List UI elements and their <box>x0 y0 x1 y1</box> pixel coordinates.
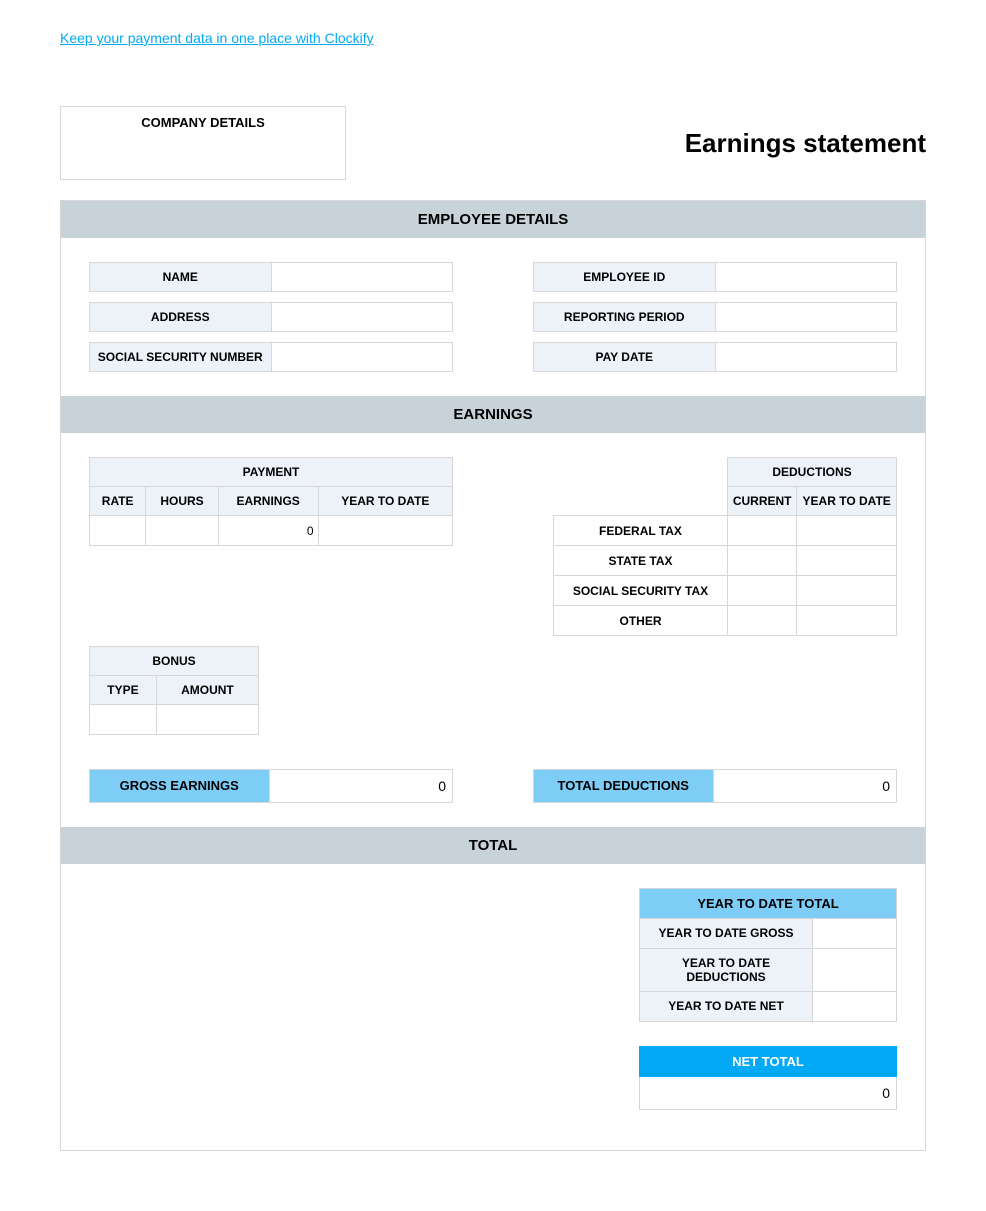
payment-super-header: PAYMENT <box>90 458 453 487</box>
bonus-row <box>90 705 259 735</box>
deductions-column: DEDUCTIONS CURRENT YEAR TO DATE FEDERAL … <box>533 457 897 636</box>
deduction-ss-ytd[interactable] <box>797 576 897 606</box>
field-name: NAME <box>89 262 453 292</box>
value-pay-date[interactable] <box>716 342 898 372</box>
deductions-col-current: CURRENT <box>728 487 797 516</box>
net-total-header: NET TOTAL <box>639 1046 897 1077</box>
bonus-col-amount: AMOUNT <box>156 676 258 705</box>
payment-cell-ytd[interactable] <box>318 516 452 546</box>
ytd-deductions-value[interactable] <box>813 949 897 992</box>
deduction-label-federal: FEDERAL TAX <box>554 516 728 546</box>
employee-left-column: NAME ADDRESS SOCIAL SECURITY NUMBER <box>89 262 453 372</box>
deductions-col-ytd: YEAR TO DATE <box>797 487 897 516</box>
field-pay-date: PAY DATE <box>533 342 897 372</box>
total-deductions-summary: TOTAL DEDUCTIONS 0 <box>533 769 897 803</box>
deduction-ss-current[interactable] <box>728 576 797 606</box>
total-deductions-value: 0 <box>714 769 898 803</box>
deductions-table: DEDUCTIONS CURRENT YEAR TO DATE FEDERAL … <box>553 457 897 636</box>
gross-earnings-label: GROSS EARNINGS <box>89 769 270 803</box>
top-row: COMPANY DETAILS Earnings statement <box>60 106 926 180</box>
payment-cell-rate[interactable] <box>90 516 146 546</box>
payment-col-ytd: YEAR TO DATE <box>318 487 452 516</box>
label-name: NAME <box>89 262 272 292</box>
payment-col-earnings: EARNINGS <box>218 487 318 516</box>
earnings-summary-row: GROSS EARNINGS 0 TOTAL DEDUCTIONS 0 <box>89 769 897 803</box>
employee-right-column: EMPLOYEE ID REPORTING PERIOD PAY DATE <box>533 262 897 372</box>
bonus-col-type: TYPE <box>90 676 157 705</box>
payment-row: 0 <box>90 516 453 546</box>
field-ssn: SOCIAL SECURITY NUMBER <box>89 342 453 372</box>
deduction-label-other: OTHER <box>554 606 728 636</box>
value-reporting-period[interactable] <box>716 302 898 332</box>
bonus-table: BONUS TYPE AMOUNT <box>89 646 259 735</box>
payment-col-hours: HOURS <box>146 487 218 516</box>
label-address: ADDRESS <box>89 302 272 332</box>
employee-details-body: NAME ADDRESS SOCIAL SECURITY NUMBER EMPL… <box>61 238 925 396</box>
deduction-row-state: STATE TAX <box>554 546 897 576</box>
deduction-other-current[interactable] <box>728 606 797 636</box>
total-body: YEAR TO DATE TOTAL YEAR TO DATE GROSS YE… <box>61 864 925 1150</box>
earnings-body: PAYMENT RATE HOURS EARNINGS YEAR TO DATE… <box>61 433 925 827</box>
ytd-net-value[interactable] <box>813 992 897 1022</box>
deduction-federal-ytd[interactable] <box>797 516 897 546</box>
earnings-statement-page: Keep your payment data in one place with… <box>0 0 986 1211</box>
bonus-cell-type[interactable] <box>90 705 157 735</box>
payment-cell-hours[interactable] <box>146 516 218 546</box>
ytd-net-row: YEAR TO DATE NET <box>639 992 897 1022</box>
deduction-label-social-security: SOCIAL SECURITY TAX <box>554 576 728 606</box>
deductions-super-header: DEDUCTIONS <box>728 458 897 487</box>
ytd-gross-row: YEAR TO DATE GROSS <box>639 919 897 949</box>
value-ssn[interactable] <box>272 342 454 372</box>
gross-earnings-value: 0 <box>270 769 454 803</box>
payment-cell-earnings[interactable]: 0 <box>218 516 318 546</box>
value-address[interactable] <box>272 302 454 332</box>
value-name[interactable] <box>272 262 454 292</box>
label-employee-id: EMPLOYEE ID <box>533 262 716 292</box>
net-total-value: 0 <box>639 1077 897 1110</box>
deduction-other-ytd[interactable] <box>797 606 897 636</box>
bonus-super-header: BONUS <box>90 647 259 676</box>
label-ssn: SOCIAL SECURITY NUMBER <box>89 342 272 372</box>
employee-details-header: EMPLOYEE DETAILS <box>61 201 925 238</box>
label-reporting-period: REPORTING PERIOD <box>533 302 716 332</box>
company-details-header: COMPANY DETAILS <box>141 115 265 130</box>
deduction-label-state: STATE TAX <box>554 546 728 576</box>
total-header: TOTAL <box>61 827 925 864</box>
total-deductions-label: TOTAL DEDUCTIONS <box>533 769 714 803</box>
ytd-total-header: YEAR TO DATE TOTAL <box>639 888 897 919</box>
label-pay-date: PAY DATE <box>533 342 716 372</box>
ytd-net-label: YEAR TO DATE NET <box>639 992 813 1022</box>
page-title: Earnings statement <box>685 128 926 159</box>
earnings-header: EARNINGS <box>61 396 925 433</box>
ytd-deductions-row: YEAR TO DATE DEDUCTIONS <box>639 949 897 992</box>
deduction-state-ytd[interactable] <box>797 546 897 576</box>
deduction-row-social-security: SOCIAL SECURITY TAX <box>554 576 897 606</box>
total-block: YEAR TO DATE TOTAL YEAR TO DATE GROSS YE… <box>639 888 897 1110</box>
company-details-box: COMPANY DETAILS <box>60 106 346 180</box>
deduction-state-current[interactable] <box>728 546 797 576</box>
field-employee-id: EMPLOYEE ID <box>533 262 897 292</box>
field-reporting-period: REPORTING PERIOD <box>533 302 897 332</box>
promo-link[interactable]: Keep your payment data in one place with… <box>60 30 374 46</box>
deduction-row-federal: FEDERAL TAX <box>554 516 897 546</box>
deduction-federal-current[interactable] <box>728 516 797 546</box>
deduction-row-other: OTHER <box>554 606 897 636</box>
ytd-gross-value[interactable] <box>813 919 897 949</box>
ytd-gross-label: YEAR TO DATE GROSS <box>639 919 813 949</box>
bonus-cell-amount[interactable] <box>156 705 258 735</box>
payment-column: PAYMENT RATE HOURS EARNINGS YEAR TO DATE… <box>89 457 453 735</box>
value-employee-id[interactable] <box>716 262 898 292</box>
ytd-deductions-label: YEAR TO DATE DEDUCTIONS <box>639 949 813 992</box>
employee-details-section: EMPLOYEE DETAILS NAME ADDRESS SOCIAL SEC… <box>60 200 926 1151</box>
payment-table: PAYMENT RATE HOURS EARNINGS YEAR TO DATE… <box>89 457 453 546</box>
field-address: ADDRESS <box>89 302 453 332</box>
gross-earnings-summary: GROSS EARNINGS 0 <box>89 769 453 803</box>
payment-col-rate: RATE <box>90 487 146 516</box>
